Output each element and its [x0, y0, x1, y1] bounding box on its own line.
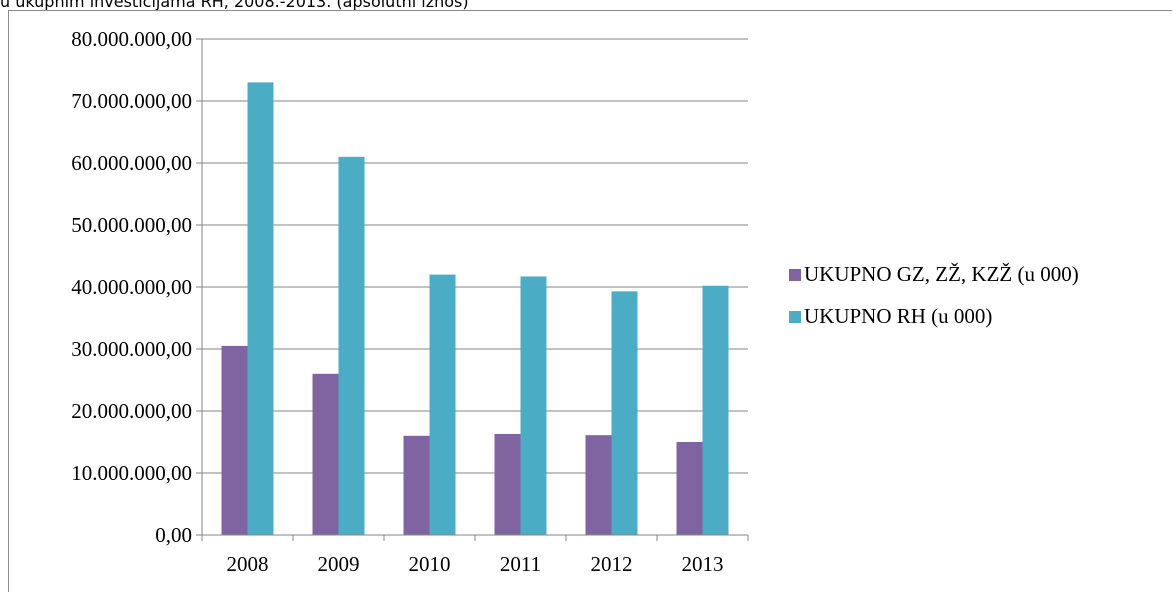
bar	[676, 442, 703, 535]
bar	[338, 156, 365, 536]
bar	[520, 276, 547, 535]
y-tick-label: 10.000.000,00	[71, 461, 192, 485]
x-tick-label: 2012	[591, 552, 633, 576]
x-tick-label: 2011	[500, 552, 541, 576]
x-tick-labels: 2008 2009 2010 2011 2012 2013	[227, 552, 724, 576]
gridlines	[196, 38, 748, 536]
bar	[429, 274, 456, 535]
bar	[403, 435, 430, 535]
y-tick-label: 40.000.000,00	[71, 275, 192, 299]
bar	[611, 291, 638, 535]
bars	[221, 82, 729, 536]
bar	[221, 345, 248, 535]
legend-swatch	[789, 311, 801, 323]
x-tick-label: 2008	[227, 552, 269, 576]
bar	[494, 433, 521, 535]
bar	[312, 373, 339, 535]
y-tick-label: 70.000.000,00	[71, 89, 192, 113]
legend-swatch	[789, 269, 801, 281]
bar	[247, 82, 274, 536]
chart-frame	[8, 10, 1172, 592]
y-tick-labels: 0,00 10.000.000,00 20.000.000,00 30.000.000…	[71, 27, 192, 547]
legend: UKUPNO GZ, ZŽ, KZŽ (u 000) UKUPNO RH (u 0…	[789, 262, 1079, 328]
chart-caption: u ukupnim investicijama RH, 2008.-2013. …	[0, 0, 469, 11]
y-tick-label: 0,00	[155, 523, 192, 547]
x-tick-label: 2009	[318, 552, 360, 576]
x-tick-label: 2013	[682, 552, 724, 576]
bar	[585, 435, 612, 535]
y-tick-label: 80.000.000,00	[71, 27, 192, 51]
y-tick-label: 20.000.000,00	[71, 399, 192, 423]
axes	[201, 39, 749, 541]
legend-label: UKUPNO RH (u 000)	[804, 304, 992, 328]
bar	[702, 285, 729, 535]
legend-label: UKUPNO GZ, ZŽ, KZŽ (u 000)	[804, 262, 1079, 286]
y-tick-label: 30.000.000,00	[71, 337, 192, 361]
y-tick-label: 60.000.000,00	[71, 151, 192, 175]
x-tick-label: 2010	[409, 552, 451, 576]
y-tick-label: 50.000.000,00	[71, 213, 192, 237]
